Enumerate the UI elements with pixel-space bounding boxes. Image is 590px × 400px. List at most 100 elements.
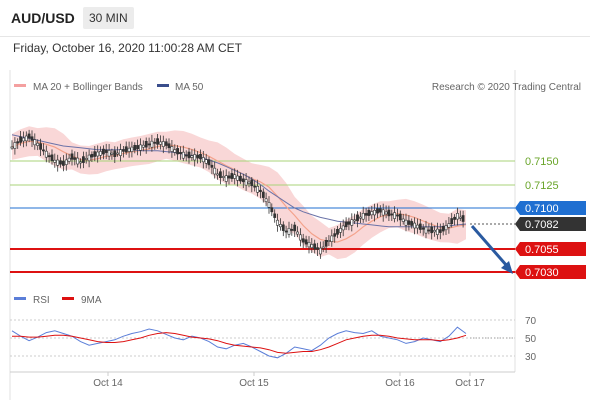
candle-body bbox=[296, 231, 299, 235]
candle-body bbox=[413, 222, 417, 229]
candle-body bbox=[201, 157, 205, 163]
candle-body bbox=[236, 175, 240, 181]
candle-body bbox=[276, 219, 279, 226]
candle-body bbox=[330, 235, 334, 242]
candle-body bbox=[116, 152, 120, 155]
candle-body bbox=[244, 179, 248, 186]
candle-body bbox=[19, 136, 23, 143]
timeframe-button[interactable]: 30 MIN bbox=[83, 7, 134, 29]
candle-body bbox=[33, 139, 37, 146]
candle-body bbox=[404, 219, 408, 226]
candle-body bbox=[401, 218, 405, 222]
candle-body bbox=[53, 159, 57, 163]
candle-body bbox=[267, 202, 271, 208]
candle-body bbox=[290, 229, 294, 231]
candle-body bbox=[221, 176, 225, 178]
candle-body bbox=[30, 136, 34, 141]
candle-body bbox=[47, 155, 51, 158]
candle-body bbox=[341, 225, 345, 231]
candle-body bbox=[44, 150, 48, 158]
projection-arrow bbox=[470, 225, 509, 267]
x-label-oct14: Oct 14 bbox=[93, 378, 123, 389]
candle-body bbox=[179, 152, 182, 155]
candle-body bbox=[270, 207, 274, 213]
x-label-oct15: Oct 15 bbox=[239, 378, 269, 389]
rsi-ma-legend-swatch bbox=[62, 297, 74, 300]
candle-body bbox=[344, 221, 348, 228]
candle-body bbox=[219, 171, 222, 178]
candle-body bbox=[455, 213, 459, 220]
candle-body bbox=[170, 146, 174, 152]
candle-body bbox=[147, 143, 151, 146]
rsi-legend-label: RSI bbox=[33, 295, 50, 306]
bollinger-band-layer bbox=[12, 126, 466, 260]
candle-body bbox=[264, 198, 268, 203]
candle-body bbox=[239, 175, 242, 182]
candle-body bbox=[41, 149, 45, 152]
candle-body bbox=[93, 151, 97, 157]
candle-body bbox=[258, 189, 262, 192]
level-label-7100: 0.7100 bbox=[525, 203, 559, 215]
chart-header: AUD/USD 30 MIN bbox=[0, 0, 590, 38]
candle-body bbox=[318, 247, 322, 255]
candle-body bbox=[373, 210, 377, 216]
timestamp: Friday, October 16, 2020 11:00:28 AM CET bbox=[13, 41, 243, 55]
candle-body bbox=[316, 247, 319, 250]
candle-body bbox=[261, 191, 265, 198]
candle-body bbox=[130, 146, 134, 152]
candle-body bbox=[167, 143, 171, 149]
candle-body bbox=[358, 216, 362, 219]
level-box-7030 bbox=[515, 265, 586, 279]
candle-body bbox=[387, 209, 391, 217]
candle-body bbox=[278, 224, 282, 228]
candle-body bbox=[307, 242, 311, 248]
candle-body bbox=[87, 154, 91, 162]
candle-body bbox=[216, 173, 220, 176]
candle-body bbox=[127, 147, 131, 152]
candle-body bbox=[256, 186, 260, 193]
candle-body bbox=[353, 219, 357, 222]
level-box-7100 bbox=[515, 201, 586, 215]
candle-body bbox=[241, 178, 245, 183]
candle-body bbox=[396, 214, 399, 217]
candle-body bbox=[390, 213, 394, 216]
candle-body bbox=[384, 211, 388, 215]
x-label-oct17: Oct 17 bbox=[455, 378, 485, 389]
rsi-layer bbox=[11, 326, 467, 359]
candle-body bbox=[304, 239, 308, 245]
candle-body bbox=[324, 240, 328, 247]
candle-body bbox=[298, 234, 302, 241]
candle-body bbox=[433, 230, 437, 233]
candle-body bbox=[196, 154, 200, 159]
candle-body bbox=[176, 148, 180, 155]
candle-body bbox=[424, 226, 428, 234]
symbol-title: AUD/USD bbox=[11, 10, 75, 26]
candle-body bbox=[139, 144, 142, 151]
candle-body bbox=[107, 150, 111, 157]
candle-body bbox=[102, 148, 105, 155]
candle-body bbox=[36, 142, 40, 146]
candle-body bbox=[136, 145, 140, 150]
candle-body bbox=[336, 229, 339, 235]
candle-body bbox=[421, 227, 425, 230]
level-label-7055: 0.7055 bbox=[525, 244, 559, 256]
candle-body bbox=[164, 141, 168, 146]
candle-body bbox=[141, 144, 145, 148]
candle-body bbox=[247, 181, 251, 184]
candles-layer bbox=[10, 129, 465, 259]
candle-body bbox=[187, 151, 191, 159]
candle-body bbox=[156, 138, 160, 145]
candle-body bbox=[24, 135, 28, 142]
rsi-ma-legend-label: 9MA bbox=[81, 295, 102, 306]
candle-body bbox=[273, 213, 277, 218]
candle-body bbox=[224, 175, 228, 182]
candle-body bbox=[150, 140, 154, 148]
level-box-7055 bbox=[515, 242, 586, 256]
level-label-7150: 0.7150 bbox=[525, 156, 559, 168]
candle-body bbox=[398, 213, 402, 221]
x-label-oct16: Oct 16 bbox=[385, 378, 415, 389]
current-price-box bbox=[515, 217, 586, 231]
candle-body bbox=[96, 151, 100, 157]
candle-body bbox=[447, 223, 451, 228]
candle-body bbox=[79, 161, 82, 164]
